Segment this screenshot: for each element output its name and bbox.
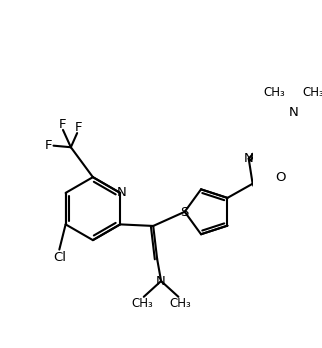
Text: N: N: [156, 275, 166, 287]
Text: S: S: [180, 206, 188, 219]
Text: F: F: [44, 139, 52, 152]
Text: F: F: [75, 121, 82, 134]
Text: CH₃: CH₃: [302, 86, 322, 99]
Text: Cl: Cl: [53, 251, 66, 264]
Text: N: N: [244, 152, 253, 165]
Text: CH₃: CH₃: [131, 298, 153, 310]
Text: N: N: [117, 185, 127, 199]
Text: F: F: [59, 118, 67, 131]
Text: CH₃: CH₃: [263, 86, 285, 99]
Text: O: O: [275, 171, 285, 184]
Text: CH₃: CH₃: [169, 298, 191, 310]
Text: N: N: [289, 106, 298, 119]
